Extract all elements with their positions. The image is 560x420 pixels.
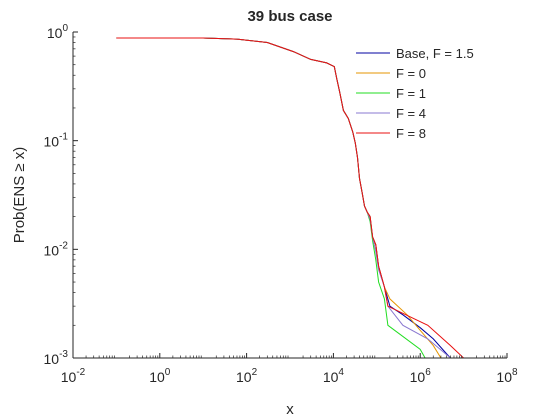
x-tick-label: 10-2 [61,367,86,385]
y-axis-label: Prob(ENS ≥ x) [11,147,28,244]
legend-label: F = 1 [396,86,426,101]
legend-label: F = 8 [396,126,426,141]
legend-label: Base, F = 1.5 [396,46,474,61]
x-axis-label: x [286,401,294,418]
chart-title: 39 bus case [247,8,332,25]
x-tick-label: 100 [149,367,171,385]
series-layer [116,37,464,359]
y-tick-label: 10-2 [44,240,69,258]
x-tick-label: 108 [496,367,518,385]
legend: Base, F = 1.5 F = 0 F = 1 F = 4 F = 8 [356,46,474,141]
x-tick-label: 106 [410,367,432,385]
y-tick-label: 10-3 [44,349,69,367]
plot-area [73,32,507,358]
legend-label: F = 0 [396,66,426,81]
series-line-4 [116,37,464,359]
x-tick-label: 102 [236,367,258,385]
x-tick-label: 104 [323,367,345,385]
legend-label: F = 4 [396,106,426,121]
y-tick-label: 10-1 [44,132,69,150]
y-tick-label: 100 [47,23,69,41]
